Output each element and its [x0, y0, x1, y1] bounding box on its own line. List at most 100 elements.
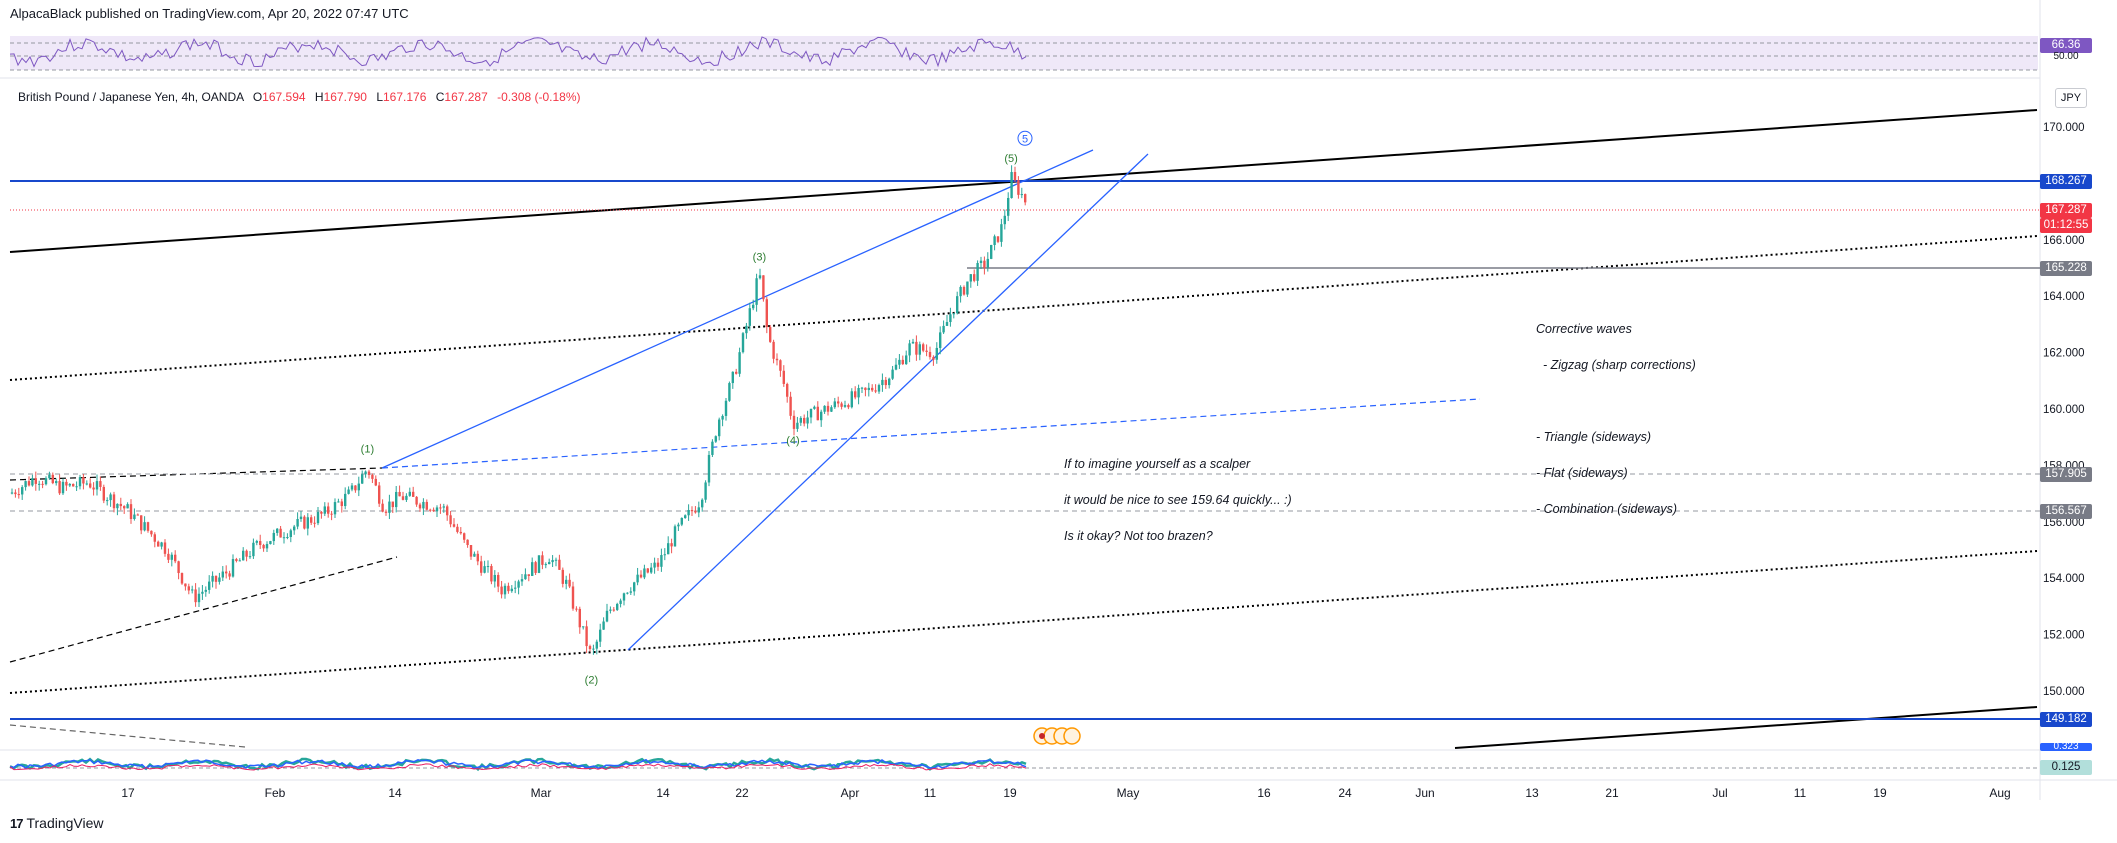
tradingview-logo[interactable]: 17 TradingView — [10, 815, 104, 831]
candle-body — [823, 405, 826, 412]
note-line — [1536, 395, 1696, 407]
candle-body — [388, 501, 391, 513]
corrective-waves-note: Corrective waves - Zigzag (sharp correct… — [1536, 299, 1696, 527]
candle-body — [242, 550, 245, 561]
event-icons[interactable] — [1033, 727, 1081, 745]
candle-body — [228, 573, 231, 577]
candle-body — [979, 260, 983, 263]
candle-body — [194, 589, 197, 603]
candle-body — [748, 308, 751, 326]
candle-body — [867, 387, 870, 391]
candle-body — [398, 491, 401, 497]
rsi-line — [9, 36, 1027, 68]
candle-body — [769, 327, 772, 342]
candle-body — [731, 371, 734, 384]
candle-body — [65, 481, 68, 486]
candle-body — [612, 609, 615, 611]
candle-body — [442, 506, 445, 508]
price-label-blue-line: 168.267 — [2040, 174, 2092, 189]
candle-body — [276, 528, 279, 533]
candle-body — [667, 543, 670, 555]
x-tick-label: 14 — [388, 786, 402, 800]
candle-body — [884, 379, 887, 386]
candle-body — [211, 575, 214, 582]
candle-body — [976, 262, 979, 281]
candle-body — [1013, 172, 1017, 181]
candle-body — [218, 577, 221, 582]
candle-body — [680, 517, 683, 525]
candle-body — [626, 592, 629, 594]
candle-body — [221, 571, 224, 578]
price-label-support: 149.182 — [2040, 712, 2092, 727]
candle-body — [384, 511, 388, 513]
candle-body — [1024, 194, 1027, 203]
candle-body — [106, 500, 109, 502]
candle-body — [578, 608, 581, 628]
candle-body — [728, 383, 731, 401]
candle-body — [755, 278, 758, 305]
candle-body — [371, 474, 374, 479]
candle-body — [905, 355, 908, 365]
candle-body — [983, 260, 986, 268]
candle-body — [925, 350, 928, 352]
x-tick-label: 14 — [656, 786, 670, 800]
candle-body — [422, 501, 425, 509]
wave-labels: (1) (2) (3) (4) (5) 5 — [361, 130, 1033, 687]
candle-body — [289, 530, 292, 538]
published-header: AlpacaBlack published on TradingView.com… — [10, 6, 409, 21]
candle-body — [279, 528, 282, 538]
price-label-resistance: 165.228 — [2040, 261, 2092, 276]
wave-label: (5) — [1004, 153, 1017, 165]
candle-body — [459, 531, 462, 534]
x-axis-ticks: 17 Feb 14 Mar 14 22 Apr 11 19 May 16 24 Jun 13 21 Jul 11… — [121, 786, 2010, 800]
candle-body — [78, 477, 82, 487]
candle-body — [990, 245, 993, 259]
candle-body — [412, 491, 415, 497]
candle-body — [663, 554, 666, 556]
candle-body — [1007, 197, 1010, 216]
candle-body — [609, 609, 612, 611]
candle-body — [31, 478, 34, 486]
candle-body — [337, 501, 340, 503]
drawings — [9, 109, 2040, 749]
candle-body — [330, 513, 333, 515]
candle-body — [701, 499, 704, 508]
candle-body — [575, 608, 578, 610]
candle-body — [432, 509, 435, 512]
candle-body — [187, 586, 190, 591]
currency-button[interactable]: JPY — [2055, 88, 2087, 108]
x-tick-label: 17 — [121, 786, 135, 800]
x-tick-label: Jun — [1415, 786, 1434, 800]
candle-body — [894, 364, 898, 370]
candle-body — [153, 534, 156, 542]
candle-body — [503, 585, 507, 595]
tradingview-logo-text: TradingView — [26, 815, 104, 831]
candle-body — [969, 274, 972, 282]
candle-body — [126, 504, 129, 509]
candle-body — [354, 485, 357, 491]
candle-body — [707, 454, 711, 483]
candle-body — [17, 494, 20, 496]
candle-body — [102, 486, 105, 501]
candle-body — [592, 648, 595, 650]
x-tick-label: 13 — [1525, 786, 1539, 800]
candle-body — [201, 591, 204, 594]
dashed-target-line — [381, 398, 1481, 469]
candle-body — [272, 532, 275, 542]
macd-histogram — [9, 763, 1027, 771]
candle-body — [901, 359, 904, 365]
candle-body — [782, 370, 785, 384]
event-icon[interactable] — [1063, 727, 1081, 745]
candle-body — [174, 554, 177, 562]
candle-body — [146, 522, 150, 531]
candle-body — [775, 358, 779, 361]
candle-body — [915, 341, 918, 355]
candle-body — [871, 387, 874, 391]
candle-body — [548, 562, 551, 565]
candle-body — [639, 574, 643, 578]
candle-body — [697, 507, 700, 513]
note-line: - Flat (sideways) — [1536, 466, 1628, 480]
candle-body — [840, 403, 843, 407]
dotted-channel-lower — [9, 550, 2038, 694]
